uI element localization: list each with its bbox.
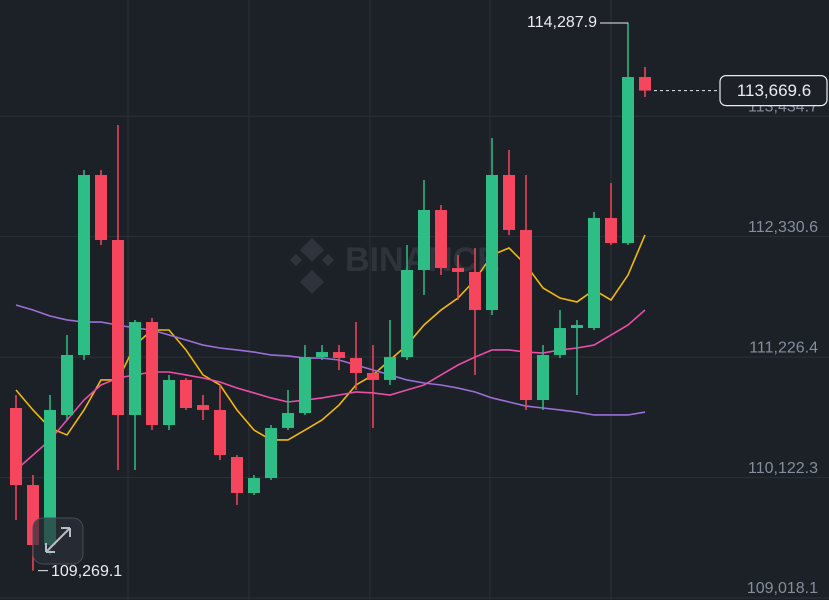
candle-body	[316, 352, 328, 358]
candle-body	[112, 240, 124, 415]
candle-body	[588, 217, 600, 329]
candle-body	[503, 174, 515, 230]
candle-body	[350, 358, 362, 373]
candle-body	[248, 478, 260, 493]
candle-body	[554, 328, 566, 355]
candle-body	[44, 409, 56, 546]
candle-body	[10, 408, 22, 486]
candle-body	[163, 379, 175, 426]
low-label: 109,269.1	[51, 563, 122, 580]
candle-body	[95, 174, 107, 240]
candle-body	[197, 405, 209, 410]
label-layer: 113,434.7112,330.6111,226.4110,122.3109,…	[38, 14, 828, 597]
candle-body	[571, 324, 583, 329]
candle-body	[486, 174, 498, 311]
candle-body	[639, 77, 651, 91]
y-tick-label: 111,226.4	[749, 339, 818, 356]
candle-body	[333, 352, 345, 359]
candle-body	[469, 271, 481, 311]
candle-body	[435, 210, 447, 269]
candle-body	[299, 357, 311, 414]
candle-body	[367, 372, 379, 380]
expand-button[interactable]	[32, 517, 84, 565]
candle-body	[129, 322, 141, 415]
candle-body	[452, 268, 464, 272]
grid-layer	[0, 115, 829, 599]
expand-icon	[45, 527, 71, 553]
candle-body	[537, 354, 549, 401]
candle-body	[282, 413, 294, 428]
candle-body	[605, 217, 617, 244]
candle-body	[401, 270, 413, 358]
candle-body	[61, 354, 73, 415]
last-price-label: 113,669.6	[737, 81, 811, 100]
candle-body	[180, 379, 192, 408]
y-tick-label: 110,122.3	[748, 460, 818, 477]
candle-body	[622, 77, 634, 244]
candle-body	[384, 357, 396, 380]
y-tick-label: 109,018.1	[747, 580, 818, 597]
candle-body	[214, 409, 226, 456]
watermark-logo	[290, 238, 334, 294]
y-tick-label: 112,330.6	[748, 219, 818, 236]
candle-body	[146, 322, 158, 426]
candle-body	[418, 210, 430, 270]
last-price-box	[719, 74, 828, 107]
candle-body	[265, 427, 277, 479]
high-label: 114,287.9	[527, 14, 597, 31]
candle-body	[231, 456, 243, 493]
candle-body	[520, 229, 532, 401]
candle-body	[78, 174, 90, 355]
